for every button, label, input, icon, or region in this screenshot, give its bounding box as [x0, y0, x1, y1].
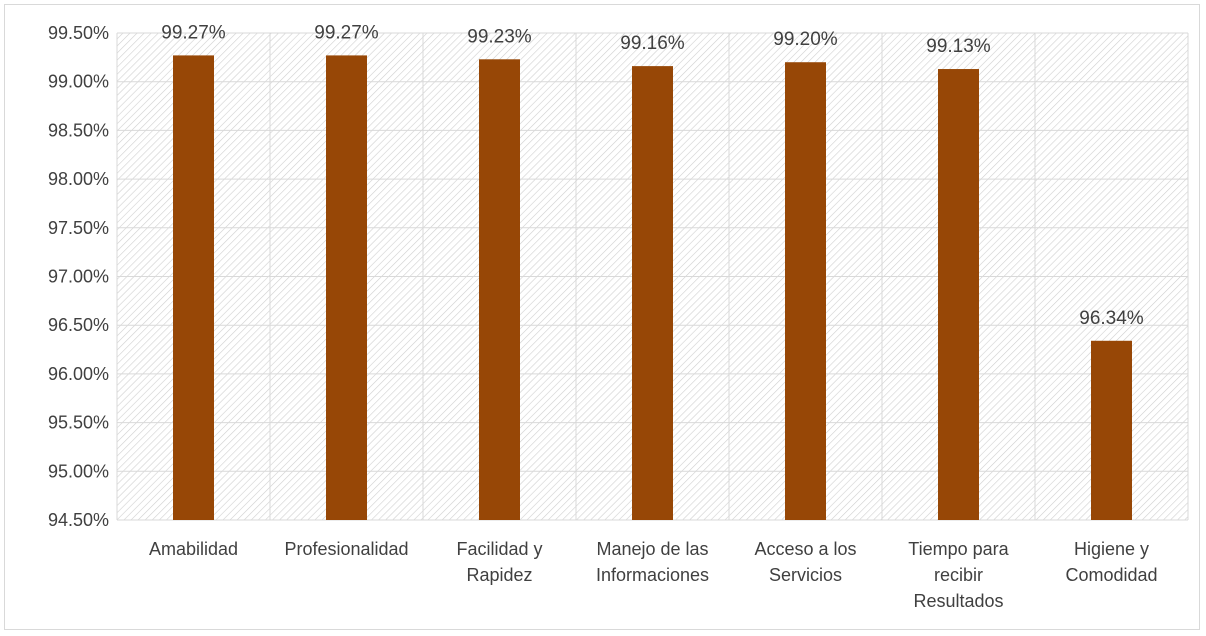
- y-tick-label: 98.50%: [48, 120, 109, 140]
- y-tick-label: 94.50%: [48, 510, 109, 530]
- bar: [479, 59, 520, 520]
- data-label: 99.27%: [161, 22, 226, 43]
- y-tick-label: 99.00%: [48, 72, 109, 92]
- bar: [785, 62, 826, 520]
- y-tick-label: 95.50%: [48, 413, 109, 433]
- bar: [938, 69, 979, 521]
- x-category-label: Informaciones: [596, 565, 709, 585]
- y-tick-label: 95.00%: [48, 461, 109, 481]
- data-label: 99.13%: [926, 36, 991, 57]
- x-category-label: Manejo de las: [596, 539, 708, 559]
- bar: [173, 55, 214, 520]
- y-tick-label: 98.00%: [48, 169, 109, 189]
- x-category-label: Amabilidad: [149, 539, 238, 559]
- data-labels: 99.27% 99.27% 99.23% 99.16% 99.20% 99.13% 96.3…: [161, 22, 1144, 328]
- y-tick-label: 96.00%: [48, 364, 109, 384]
- bar: [1091, 340, 1132, 520]
- x-category-label: recibir: [934, 565, 983, 585]
- bar: [632, 66, 673, 520]
- data-label: 99.27%: [314, 22, 379, 43]
- y-tick-label: 97.50%: [48, 218, 109, 238]
- x-category-label: Acceso a los: [754, 539, 856, 559]
- data-label: 99.16%: [620, 33, 685, 54]
- bar: [326, 55, 367, 520]
- y-tick-label: 96.50%: [48, 315, 109, 335]
- x-category-label: Tiempo para: [908, 539, 1009, 559]
- x-category-label: Rapidez: [466, 565, 532, 585]
- x-category-label: Profesionalidad: [284, 539, 408, 559]
- x-category-label: Resultados: [913, 591, 1003, 611]
- x-category-label: Higiene y: [1074, 539, 1149, 559]
- x-category-label: Comodidad: [1065, 565, 1157, 585]
- x-category-label: Facilidad y: [456, 539, 542, 559]
- x-category-label: Servicios: [769, 565, 842, 585]
- y-tick-label: 99.50%: [48, 23, 109, 43]
- bars: [173, 55, 1132, 521]
- data-label: 96.34%: [1079, 308, 1144, 329]
- data-label: 99.20%: [773, 29, 838, 50]
- y-tick-label: 97.00%: [48, 267, 109, 287]
- x-axis-category-labels: Amabilidad Profesionalidad Facilidad y Rapi…: [149, 539, 1158, 611]
- y-axis-tick-labels: 94.50% 95.00% 95.50% 96.00% 96.50% 97.00% 97.5…: [48, 23, 109, 530]
- data-label: 99.23%: [467, 26, 532, 47]
